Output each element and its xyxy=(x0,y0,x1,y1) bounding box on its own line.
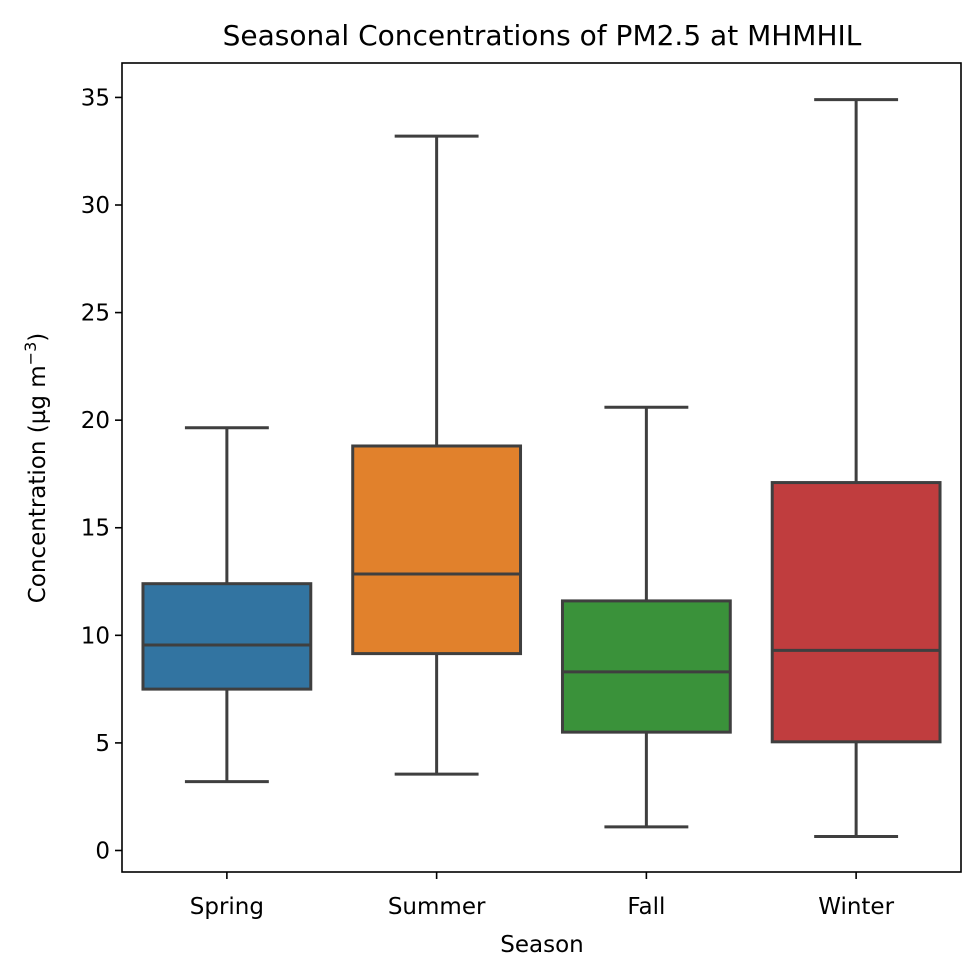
y-tick-label-30: 30 xyxy=(81,193,110,219)
x-tick-label-fall: Fall xyxy=(627,894,665,920)
iqr-box-fall xyxy=(560,599,732,734)
y-axis-label-main: Concentration (µg m xyxy=(25,365,51,603)
x-axis: Spring Summer Fall Winter xyxy=(190,872,895,920)
x-tick-label-winter: Winter xyxy=(818,894,894,920)
y-axis-label: Concentration (µg m−3) xyxy=(21,333,51,604)
iqr-box-summer xyxy=(351,444,523,656)
y-tick-label-15: 15 xyxy=(81,516,110,542)
plot-area xyxy=(141,98,942,838)
box-summer xyxy=(351,134,523,776)
plot-frame xyxy=(121,62,962,873)
y-tick-label-0: 0 xyxy=(95,838,110,864)
y-tick-label-5: 5 xyxy=(95,731,110,757)
box-fall xyxy=(560,405,732,829)
iqr-box-winter xyxy=(770,481,942,744)
chart-title: Seasonal Concentrations of PM2.5 at MHMH… xyxy=(223,19,862,52)
y-tick-label-35: 35 xyxy=(81,85,110,111)
box-spring xyxy=(141,426,313,784)
x-tick-label-summer: Summer xyxy=(388,894,486,920)
y-tick-label-25: 25 xyxy=(81,301,110,327)
y-axis-label-suffix: ) xyxy=(25,333,51,342)
x-axis-label: Season xyxy=(500,932,583,958)
x-tick-label-spring: Spring xyxy=(190,894,264,920)
iqr-box-spring xyxy=(141,582,313,691)
y-tick-label-20: 20 xyxy=(81,408,110,434)
box-winter xyxy=(770,98,942,838)
y-tick-label-10: 10 xyxy=(81,623,110,649)
y-axis-label-superscript: −3 xyxy=(21,342,40,366)
y-axis: 0 5 10 15 20 25 30 35 xyxy=(81,85,122,864)
